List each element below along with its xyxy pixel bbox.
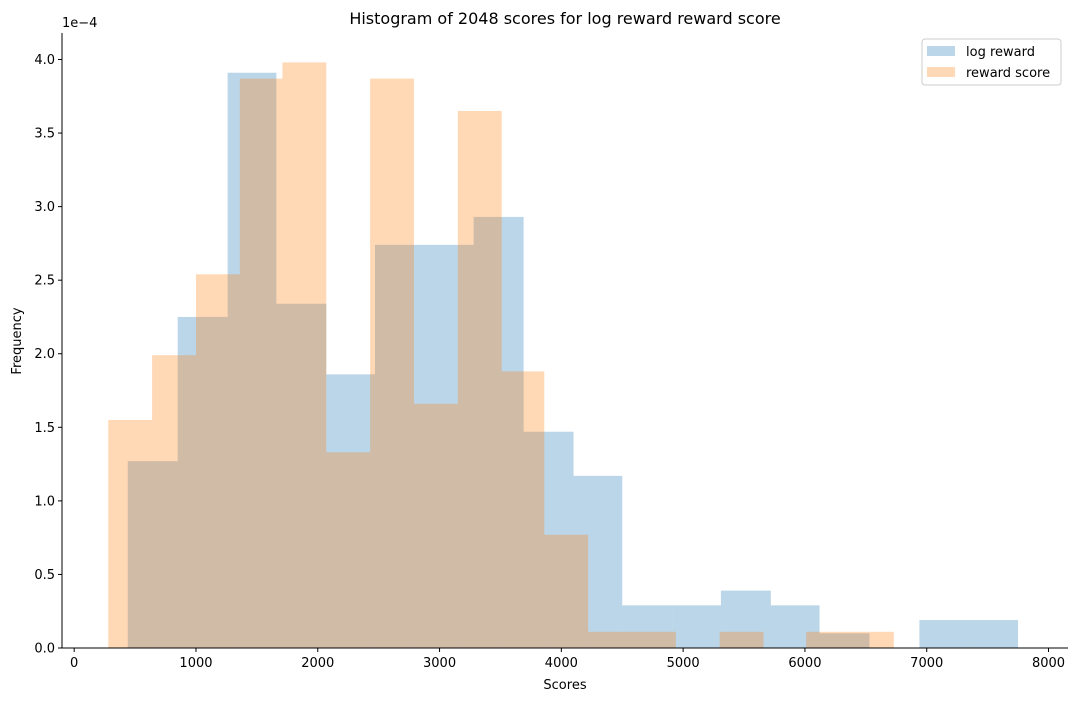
x-tick-label: 8000 — [1032, 656, 1065, 671]
legend-box — [921, 38, 1062, 86]
bar-series-0-bin-16 — [919, 620, 969, 648]
bar-series-1-bin-9 — [501, 371, 545, 648]
x-tick-label: 7000 — [910, 656, 943, 671]
bar-series-0-bin-6 — [424, 244, 474, 648]
bar-series-0-bin-13 — [770, 605, 820, 648]
bar-series-1-bin-3 — [239, 78, 283, 648]
bar-series-0-bin-11 — [672, 605, 721, 648]
bar-series-1-bin-16 — [806, 631, 850, 648]
bar-series-1-bin-10 — [544, 534, 589, 648]
bar-series-0-bin-2 — [227, 72, 277, 649]
bar-series-1-bin-0 — [108, 419, 153, 648]
bar-series-0-bin-17 — [968, 620, 1019, 648]
bar-series-1-bin-6 — [370, 78, 414, 648]
bar-series-0-bin-14 — [819, 633, 870, 648]
bar-series-1-bin-12 — [631, 631, 676, 648]
x-tick-label: 6000 — [788, 656, 821, 671]
y-tick-label: 4.0 — [34, 53, 55, 68]
legend-label: reward score — [966, 66, 1050, 81]
bar-series-1-bin-5 — [326, 452, 371, 648]
axes-layer: 0 1000 2000 3000 4000 5000 6000 7000 8000 0.0 0.5 1… — [34, 33, 1068, 671]
y-tick-label: 2.0 — [34, 347, 55, 362]
x-tick-label: 3000 — [423, 656, 456, 671]
bar-series-1-bin-4 — [282, 62, 327, 648]
y-tick-label: 0.0 — [34, 642, 55, 657]
y-axis-label: Frequency — [10, 307, 25, 374]
bar-series-1-bin-14 — [719, 631, 764, 648]
x-tick-label: 1000 — [179, 656, 212, 671]
bar-series-1-bin-11 — [588, 631, 632, 648]
chart-title: Histogram of 2048 scores for log reward … — [349, 9, 780, 28]
bar-series-0-bin-12 — [720, 590, 771, 648]
bar-series-0-bin-10 — [622, 605, 673, 648]
y-offset-label: 1e−4 — [62, 16, 97, 31]
legend-swatch — [927, 46, 955, 56]
legend-swatch — [927, 67, 955, 77]
bar-series-0-bin-4 — [326, 374, 376, 648]
bars-layer — [108, 62, 1019, 649]
bar-series-0-bin-1 — [177, 316, 228, 648]
bar-series-0-bin-7 — [473, 216, 524, 648]
y-tick-label: 0.5 — [34, 568, 55, 583]
bar-series-0-bin-8 — [523, 431, 574, 648]
bar-series-1-bin-1 — [152, 355, 196, 648]
x-axis-label: Scores — [543, 678, 586, 693]
x-tick-label: 2000 — [301, 656, 334, 671]
y-tick-label: 1.5 — [34, 421, 55, 436]
y-tick-label: 1.0 — [34, 494, 55, 509]
y-tick-label: 3.5 — [34, 127, 55, 142]
bar-series-1-bin-17 — [849, 631, 894, 648]
bar-series-1-bin-2 — [195, 274, 240, 648]
legend: log reward reward score — [921, 38, 1062, 86]
y-tick-label: 3.0 — [34, 200, 55, 215]
x-tick-label: 0 — [70, 656, 78, 671]
legend-label: log reward — [966, 45, 1035, 60]
bar-series-0-bin-5 — [375, 244, 425, 648]
bar-series-0-bin-9 — [573, 475, 623, 648]
bar-series-0-bin-0 — [127, 461, 178, 648]
bar-series-1-bin-7 — [413, 403, 458, 648]
bar-series-0-bin-3 — [276, 303, 327, 648]
bar-series-1-bin-8 — [457, 110, 502, 649]
y-tick-label: 2.5 — [34, 274, 55, 289]
x-tick-label: 4000 — [545, 656, 578, 671]
x-tick-label: 5000 — [667, 656, 700, 671]
